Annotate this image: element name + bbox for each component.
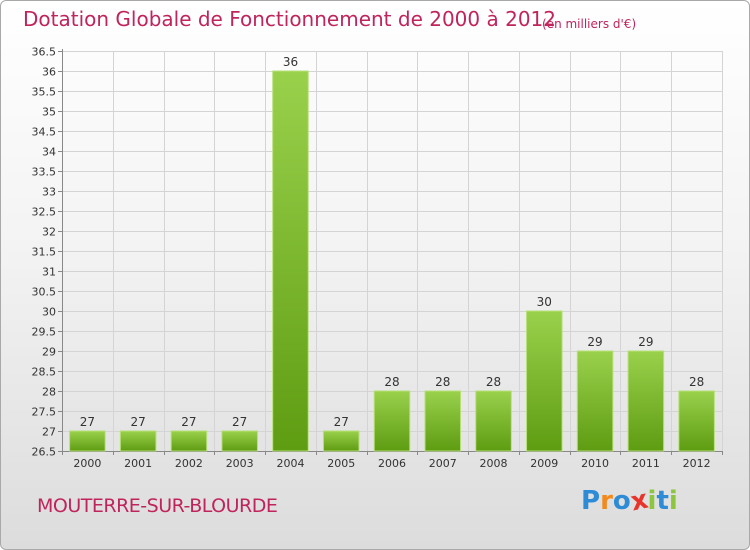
- bar: [170, 430, 208, 452]
- bar: [322, 430, 360, 452]
- x-tick-label: 2010: [581, 457, 609, 470]
- bar: [576, 350, 614, 452]
- value-label: 27: [131, 415, 146, 429]
- x-tick-label: 2004: [276, 457, 304, 470]
- x-tick-label: 2012: [683, 457, 711, 470]
- logo-letter: i: [668, 486, 678, 516]
- bar: [69, 430, 106, 452]
- x-tick-label: 2001: [124, 457, 152, 470]
- logo-letter: o: [612, 486, 631, 516]
- value-label: 28: [435, 375, 450, 389]
- y-tick-label: 30: [42, 306, 56, 319]
- logo-letter: P: [581, 486, 601, 516]
- x-tick-label: 2005: [327, 457, 355, 470]
- value-label: 27: [232, 415, 247, 429]
- y-axis-ticks: 26.5 27 27.5 28 28.5 29 29.5 30 30.5 31 31.5 32 32.5…: [32, 46, 62, 459]
- bar: [119, 430, 157, 452]
- x-tick-label: 2011: [632, 457, 660, 470]
- y-tick-label: 36: [42, 66, 56, 79]
- y-tick-label: 34: [42, 146, 56, 159]
- y-tick-label: 33.5: [32, 166, 57, 179]
- y-tick-label: 35: [42, 106, 56, 119]
- value-label: 27: [334, 415, 349, 429]
- value-label: 36: [283, 55, 298, 69]
- chart-title: Dotation Globale de Fonctionnement de 20…: [23, 7, 556, 31]
- y-tick-label: 33: [42, 186, 56, 199]
- y-tick-label: 34.5: [32, 126, 57, 139]
- y-tick-label: 36.5: [32, 46, 57, 59]
- y-tick-label: 31: [42, 266, 56, 279]
- x-tick-label: 2003: [226, 457, 254, 470]
- y-tick-label: 31.5: [32, 246, 57, 259]
- y-tick-label: 29.5: [32, 326, 57, 339]
- bar: [424, 390, 462, 452]
- bars: 27 27 27 27 36 27 28 28 28 30 29 29 28: [69, 55, 715, 452]
- value-label: 28: [689, 375, 704, 389]
- y-tick-label: 29: [42, 346, 56, 359]
- bar: [627, 350, 665, 452]
- x-tick-label: 2007: [429, 457, 457, 470]
- logo-letter: i: [647, 486, 657, 516]
- y-tick-label: 26.5: [32, 446, 57, 459]
- value-label: 28: [384, 375, 399, 389]
- value-label: 29: [587, 335, 602, 349]
- bar: [526, 310, 563, 452]
- x-axis-ticks: 2000 2001 2002 2003 2004 2005 2006 2007 2008 2009…: [73, 451, 723, 470]
- value-label: 27: [80, 415, 95, 429]
- bar: [678, 390, 715, 452]
- x-tick-label: 2006: [378, 457, 406, 470]
- y-tick-label: 35.5: [32, 86, 57, 99]
- value-label: 28: [486, 375, 501, 389]
- y-tick-label: 27: [42, 426, 56, 439]
- y-tick-label: 28: [42, 386, 56, 399]
- x-tick-label: 2002: [175, 457, 203, 470]
- y-tick-label: 27.5: [32, 406, 57, 419]
- proxiti-logo[interactable]: Proxiti: [581, 485, 678, 518]
- x-tick-label: 2000: [73, 457, 101, 470]
- commune-name: MOUTERRE-SUR-BLOURDE: [37, 495, 278, 517]
- bar: [272, 70, 309, 452]
- x-tick-label: 2009: [530, 457, 558, 470]
- logo-letter: t: [656, 486, 669, 516]
- chart-subtitle: (en milliers d'€): [542, 17, 637, 31]
- y-tick-label: 28.5: [32, 366, 57, 379]
- y-tick-label: 32: [42, 226, 56, 239]
- value-label: 29: [638, 335, 653, 349]
- x-tick-label: 2008: [480, 457, 508, 470]
- value-label: 27: [181, 415, 196, 429]
- logo-letter: r: [600, 486, 613, 516]
- bar: [373, 390, 411, 452]
- value-label: 30: [537, 295, 552, 309]
- y-tick-label: 30.5: [32, 286, 57, 299]
- bar: [475, 390, 512, 452]
- y-tick-label: 32.5: [32, 206, 57, 219]
- bar: [221, 430, 258, 452]
